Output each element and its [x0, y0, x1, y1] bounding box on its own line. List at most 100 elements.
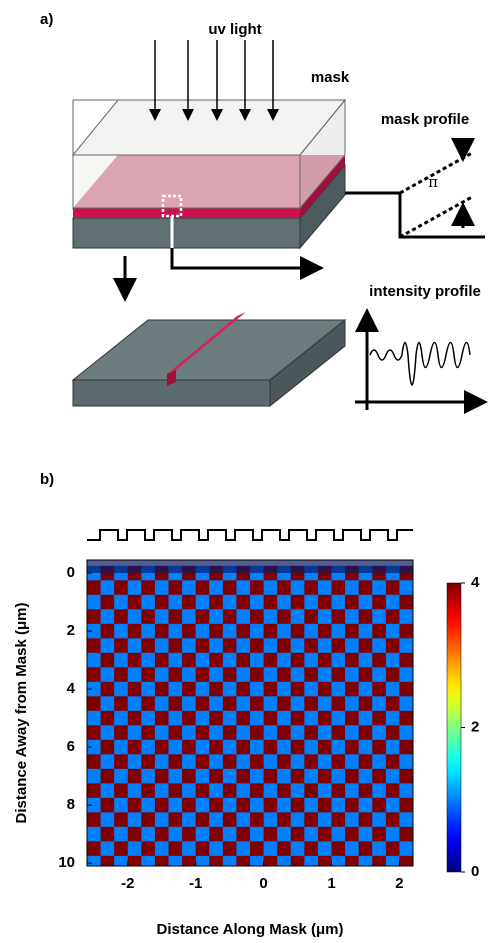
heat-cell — [114, 580, 128, 595]
heat-cell — [128, 812, 142, 827]
heat-cell — [332, 682, 346, 697]
heat-cell — [318, 595, 332, 610]
heat-cell — [264, 580, 278, 595]
heat-cell — [277, 798, 291, 813]
heat-cell — [169, 609, 183, 624]
heat-cell — [372, 638, 386, 653]
heat-cell — [345, 841, 359, 856]
heat-cell — [318, 638, 332, 653]
heat-cell — [169, 725, 183, 740]
heat-cell — [155, 682, 169, 697]
heat-cell — [264, 696, 278, 711]
heat-cell — [250, 711, 264, 726]
heat-cell — [386, 580, 400, 595]
heat-cell — [386, 754, 400, 769]
heat-cell — [318, 609, 332, 624]
heat-cell — [209, 856, 223, 871]
heat-cell — [155, 769, 169, 784]
heat-cell — [291, 769, 305, 784]
heat-cell — [332, 696, 346, 711]
heat-cell — [386, 653, 400, 668]
heat-cell — [223, 798, 237, 813]
heat-cell — [209, 653, 223, 668]
heat-cell — [318, 667, 332, 682]
heat-cell — [264, 769, 278, 784]
heat-cell — [182, 856, 196, 871]
heat-cell — [182, 754, 196, 769]
heat-cell — [359, 682, 373, 697]
heat-cell — [196, 711, 210, 726]
heat-cell — [345, 667, 359, 682]
heat-cell — [332, 595, 346, 610]
heat-cell — [101, 638, 115, 653]
heat-cell — [264, 595, 278, 610]
heat-cell — [223, 595, 237, 610]
heat-cell — [359, 638, 373, 653]
heat-cell — [169, 798, 183, 813]
heat-cell — [223, 682, 237, 697]
heat-cell — [318, 812, 332, 827]
heat-cell — [128, 696, 142, 711]
heat-cell — [155, 580, 169, 595]
heat-cell — [128, 609, 142, 624]
heat-cell — [182, 740, 196, 755]
heat-cell — [386, 798, 400, 813]
heat-cell — [223, 696, 237, 711]
heat-cell — [196, 841, 210, 856]
heat-cell — [359, 624, 373, 639]
heat-cell — [236, 812, 250, 827]
heat-cell — [196, 783, 210, 798]
heat-cell — [209, 609, 223, 624]
heat-cell — [101, 725, 115, 740]
heat-cell — [264, 725, 278, 740]
heat-cell — [169, 682, 183, 697]
heat-cell — [250, 856, 264, 871]
heat-cell — [277, 580, 291, 595]
heat-cell — [114, 798, 128, 813]
heat-cell — [209, 624, 223, 639]
heat-cell — [209, 798, 223, 813]
heat-cell — [264, 812, 278, 827]
heat-cell — [264, 609, 278, 624]
heat-cell — [318, 827, 332, 842]
heat-cell — [372, 812, 386, 827]
heat-cell — [277, 769, 291, 784]
heat-cell — [372, 609, 386, 624]
heat-cell — [128, 798, 142, 813]
heat-cell — [101, 740, 115, 755]
heat-cell — [196, 812, 210, 827]
heat-cell — [141, 595, 155, 610]
heat-cell — [128, 711, 142, 726]
heat-cell — [101, 667, 115, 682]
heat-cell — [318, 754, 332, 769]
heat-cell — [359, 812, 373, 827]
heat-cell — [182, 580, 196, 595]
heat-cell — [304, 798, 318, 813]
heat-cell — [101, 595, 115, 610]
heat-cell — [87, 696, 101, 711]
y-tick-label: 6 — [67, 738, 75, 755]
heat-cell — [386, 711, 400, 726]
heat-cell — [114, 812, 128, 827]
heat-cell — [196, 595, 210, 610]
heat-cell — [345, 769, 359, 784]
heat-cell — [264, 682, 278, 697]
heat-cell — [304, 812, 318, 827]
heat-cell — [128, 740, 142, 755]
phase-line — [400, 197, 472, 237]
y-tick-label: 2 — [67, 622, 75, 639]
heat-cell — [87, 725, 101, 740]
heat-cell — [345, 856, 359, 871]
heat-cell — [196, 754, 210, 769]
colorbar — [447, 583, 461, 872]
heat-cell — [196, 740, 210, 755]
heat-cell — [155, 754, 169, 769]
heat-cell — [250, 667, 264, 682]
mask-band — [87, 560, 413, 573]
heat-cell — [399, 827, 413, 842]
heat-cell — [345, 609, 359, 624]
heat-cell — [182, 783, 196, 798]
colorbar-tick-label: 2 — [471, 718, 479, 735]
heat-cell — [345, 595, 359, 610]
heat-cell — [277, 783, 291, 798]
